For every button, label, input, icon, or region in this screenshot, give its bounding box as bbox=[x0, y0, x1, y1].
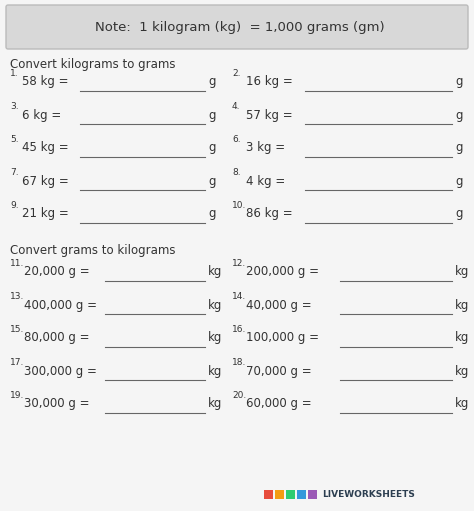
Text: g: g bbox=[455, 142, 463, 154]
Text: 12.: 12. bbox=[232, 259, 246, 268]
Text: 100,000 g =: 100,000 g = bbox=[246, 332, 319, 344]
Text: 19.: 19. bbox=[10, 391, 24, 400]
Text: g: g bbox=[208, 142, 216, 154]
Text: kg: kg bbox=[455, 298, 469, 312]
Text: 21 kg =: 21 kg = bbox=[22, 207, 69, 221]
Bar bbox=[275, 490, 284, 499]
Text: Convert kilograms to grams: Convert kilograms to grams bbox=[10, 58, 175, 71]
Text: 6.: 6. bbox=[232, 135, 241, 144]
Text: LIVEWORKSHEETS: LIVEWORKSHEETS bbox=[322, 490, 415, 499]
Text: 200,000 g =: 200,000 g = bbox=[246, 266, 319, 278]
Text: 16.: 16. bbox=[232, 325, 246, 334]
Text: kg: kg bbox=[455, 266, 469, 278]
Text: g: g bbox=[455, 108, 463, 122]
Text: g: g bbox=[455, 174, 463, 188]
Text: 60,000 g =: 60,000 g = bbox=[246, 398, 311, 410]
Text: kg: kg bbox=[208, 332, 222, 344]
Bar bbox=[264, 490, 273, 499]
Text: 17.: 17. bbox=[10, 358, 24, 367]
Text: 4.: 4. bbox=[232, 102, 240, 111]
Text: kg: kg bbox=[455, 364, 469, 378]
Text: 45 kg =: 45 kg = bbox=[22, 142, 69, 154]
FancyBboxPatch shape bbox=[6, 5, 468, 49]
Text: g: g bbox=[455, 76, 463, 88]
Text: kg: kg bbox=[208, 266, 222, 278]
Bar bbox=[308, 490, 317, 499]
Text: 10.: 10. bbox=[232, 201, 246, 210]
Text: 11.: 11. bbox=[10, 259, 24, 268]
Text: 4 kg =: 4 kg = bbox=[246, 174, 285, 188]
Text: 13.: 13. bbox=[10, 292, 24, 301]
Text: g: g bbox=[208, 207, 216, 221]
Text: 30,000 g =: 30,000 g = bbox=[24, 398, 90, 410]
Text: kg: kg bbox=[455, 332, 469, 344]
Text: 70,000 g =: 70,000 g = bbox=[246, 364, 311, 378]
Text: 8.: 8. bbox=[232, 168, 241, 177]
Text: 1.: 1. bbox=[10, 69, 18, 78]
Text: 40,000 g =: 40,000 g = bbox=[246, 298, 311, 312]
Text: 86 kg =: 86 kg = bbox=[246, 207, 292, 221]
Bar bbox=[297, 490, 306, 499]
Text: 18.: 18. bbox=[232, 358, 246, 367]
Text: 57 kg =: 57 kg = bbox=[246, 108, 292, 122]
Bar bbox=[286, 490, 295, 499]
Text: kg: kg bbox=[455, 398, 469, 410]
Text: 300,000 g =: 300,000 g = bbox=[24, 364, 97, 378]
Text: kg: kg bbox=[208, 298, 222, 312]
Text: g: g bbox=[208, 76, 216, 88]
Text: g: g bbox=[208, 174, 216, 188]
Text: 6 kg =: 6 kg = bbox=[22, 108, 61, 122]
Text: 400,000 g =: 400,000 g = bbox=[24, 298, 97, 312]
Text: 3.: 3. bbox=[10, 102, 18, 111]
Text: 20.: 20. bbox=[232, 391, 246, 400]
Text: 3 kg =: 3 kg = bbox=[246, 142, 285, 154]
Text: 5.: 5. bbox=[10, 135, 18, 144]
Text: 7.: 7. bbox=[10, 168, 18, 177]
Text: 9.: 9. bbox=[10, 201, 18, 210]
Text: 2.: 2. bbox=[232, 69, 240, 78]
Text: 20,000 g =: 20,000 g = bbox=[24, 266, 90, 278]
Text: kg: kg bbox=[208, 398, 222, 410]
Text: 58 kg =: 58 kg = bbox=[22, 76, 69, 88]
Text: g: g bbox=[455, 207, 463, 221]
Text: 15.: 15. bbox=[10, 325, 24, 334]
Text: 80,000 g =: 80,000 g = bbox=[24, 332, 90, 344]
Text: 67 kg =: 67 kg = bbox=[22, 174, 69, 188]
Text: kg: kg bbox=[208, 364, 222, 378]
Text: 14.: 14. bbox=[232, 292, 246, 301]
Text: 16 kg =: 16 kg = bbox=[246, 76, 293, 88]
Text: g: g bbox=[208, 108, 216, 122]
Text: Note:  1 kilogram (kg)  = 1,000 grams (gm): Note: 1 kilogram (kg) = 1,000 grams (gm) bbox=[95, 20, 385, 34]
Text: Convert grams to kilograms: Convert grams to kilograms bbox=[10, 244, 175, 257]
